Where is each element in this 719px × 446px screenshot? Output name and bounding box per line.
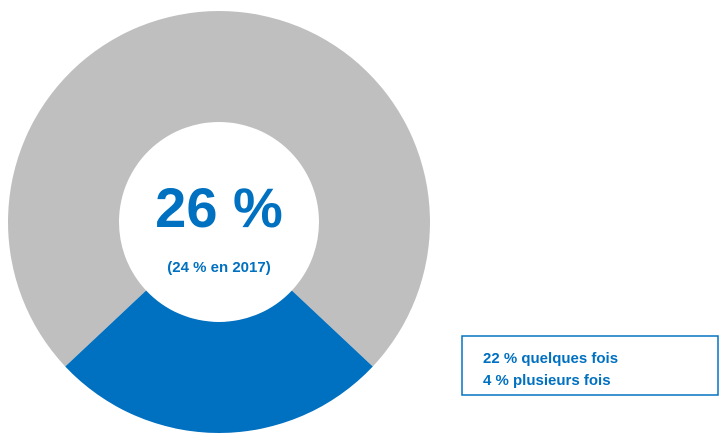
legend-box — [461, 335, 719, 396]
donut-segment — [65, 290, 373, 433]
donut-segment — [8, 11, 431, 367]
center-value-label: 26 % — [155, 176, 283, 239]
annotation: 4 % plusieurs fois — [483, 372, 611, 389]
subtitle: (24 % en 2017) — [167, 259, 270, 276]
arcs — [8, 11, 431, 433]
annotation: 22 % quelques fois — [483, 350, 618, 367]
